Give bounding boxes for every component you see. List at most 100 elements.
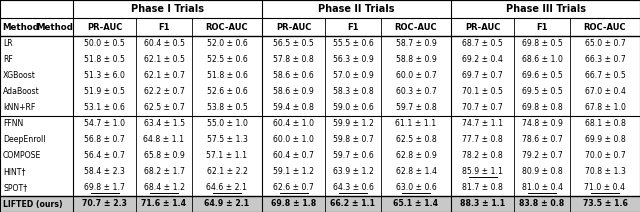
Text: 59.7 ± 0.6: 59.7 ± 0.6 (333, 152, 373, 160)
Text: 63.0 ± 0.6: 63.0 ± 0.6 (396, 184, 436, 192)
Text: 60.4 ± 0.5: 60.4 ± 0.5 (143, 39, 184, 49)
Text: 68.1 ± 0.8: 68.1 ± 0.8 (584, 120, 625, 128)
Text: 57.5 ± 1.3: 57.5 ± 1.3 (207, 135, 248, 145)
Text: 73.5 ± 1.6: 73.5 ± 1.6 (582, 199, 627, 208)
Text: 56.8 ± 0.7: 56.8 ± 0.7 (84, 135, 125, 145)
Text: 62.1 ± 2.2: 62.1 ± 2.2 (207, 167, 248, 177)
Text: 57.8 ± 0.8: 57.8 ± 0.8 (273, 56, 314, 64)
Text: LIFTED (ours): LIFTED (ours) (3, 199, 63, 208)
Text: 64.9 ± 2.1: 64.9 ± 2.1 (204, 199, 250, 208)
Text: 63.9 ± 1.2: 63.9 ± 1.2 (333, 167, 373, 177)
Text: COMPOSE: COMPOSE (3, 152, 42, 160)
Text: 69.8 ± 1.8: 69.8 ± 1.8 (271, 199, 316, 208)
Text: 70.1 ± 0.5: 70.1 ± 0.5 (462, 88, 503, 96)
Text: PR-AUC: PR-AUC (87, 22, 122, 32)
Bar (1, 197, 639, 212)
Text: Phase II Trials: Phase II Trials (318, 4, 395, 14)
Text: F1: F1 (158, 22, 170, 32)
Text: 80.9 ± 0.8: 80.9 ± 0.8 (522, 167, 563, 177)
Text: 56.4 ± 0.7: 56.4 ± 0.7 (84, 152, 125, 160)
Text: 69.5 ± 0.5: 69.5 ± 0.5 (522, 88, 563, 96)
Text: 58.3 ± 0.8: 58.3 ± 0.8 (333, 88, 373, 96)
Text: 59.9 ± 1.2: 59.9 ± 1.2 (333, 120, 373, 128)
Text: 81.0 ± 0.4: 81.0 ± 0.4 (522, 184, 563, 192)
Text: 62.8 ± 1.4: 62.8 ± 1.4 (396, 167, 436, 177)
Text: 69.7 ± 0.7: 69.7 ± 0.7 (462, 71, 503, 81)
Text: 69.8 ± 0.5: 69.8 ± 0.5 (522, 39, 563, 49)
Text: 79.2 ± 0.7: 79.2 ± 0.7 (522, 152, 563, 160)
Text: Method: Method (2, 22, 39, 32)
Text: kNN+RF: kNN+RF (3, 103, 35, 113)
Text: 66.3 ± 0.7: 66.3 ± 0.7 (584, 56, 625, 64)
Text: 70.7 ± 2.3: 70.7 ± 2.3 (82, 199, 127, 208)
Text: 54.7 ± 1.0: 54.7 ± 1.0 (84, 120, 125, 128)
Text: Method: Method (36, 22, 74, 32)
Text: 51.9 ± 0.5: 51.9 ± 0.5 (84, 88, 125, 96)
Text: SPOT†: SPOT† (3, 184, 28, 192)
Text: LR: LR (3, 39, 13, 49)
Text: 70.8 ± 1.3: 70.8 ± 1.3 (584, 167, 625, 177)
Text: 71.0 ± 0.4: 71.0 ± 0.4 (584, 184, 625, 192)
Text: 58.4 ± 2.3: 58.4 ± 2.3 (84, 167, 125, 177)
Text: 59.1 ± 1.2: 59.1 ± 1.2 (273, 167, 314, 177)
Text: HINT†: HINT† (3, 167, 26, 177)
Text: 59.0 ± 0.6: 59.0 ± 0.6 (333, 103, 373, 113)
Text: 62.6 ± 0.7: 62.6 ± 0.7 (273, 184, 314, 192)
Text: 85.9 ± 1.1: 85.9 ± 1.1 (462, 167, 503, 177)
Text: 59.8 ± 0.7: 59.8 ± 0.7 (333, 135, 373, 145)
Text: ROC-AUC: ROC-AUC (395, 22, 437, 32)
Text: 65.0 ± 0.7: 65.0 ± 0.7 (584, 39, 625, 49)
Text: PR-AUC: PR-AUC (465, 22, 500, 32)
Text: 67.8 ± 1.0: 67.8 ± 1.0 (584, 103, 625, 113)
Text: 59.4 ± 0.8: 59.4 ± 0.8 (273, 103, 314, 113)
Text: PR-AUC: PR-AUC (276, 22, 311, 32)
Text: 68.2 ± 1.7: 68.2 ± 1.7 (143, 167, 184, 177)
Text: 55.5 ± 0.6: 55.5 ± 0.6 (333, 39, 373, 49)
Text: 57.1 ± 1.1: 57.1 ± 1.1 (207, 152, 248, 160)
Text: 51.8 ± 0.5: 51.8 ± 0.5 (84, 56, 125, 64)
Text: 62.1 ± 0.5: 62.1 ± 0.5 (143, 56, 184, 64)
Text: 60.0 ± 1.0: 60.0 ± 1.0 (273, 135, 314, 145)
Text: 63.4 ± 1.5: 63.4 ± 1.5 (143, 120, 184, 128)
Text: 57.0 ± 0.9: 57.0 ± 0.9 (333, 71, 373, 81)
Text: 77.7 ± 0.8: 77.7 ± 0.8 (462, 135, 503, 145)
Text: 68.7 ± 0.5: 68.7 ± 0.5 (462, 39, 503, 49)
Text: 58.8 ± 0.9: 58.8 ± 0.9 (396, 56, 436, 64)
Text: 60.3 ± 0.7: 60.3 ± 0.7 (396, 88, 436, 96)
Text: 52.5 ± 0.6: 52.5 ± 0.6 (207, 56, 248, 64)
Text: 74.7 ± 1.1: 74.7 ± 1.1 (462, 120, 503, 128)
Text: 61.1 ± 1.1: 61.1 ± 1.1 (396, 120, 436, 128)
Text: 67.0 ± 0.4: 67.0 ± 0.4 (584, 88, 625, 96)
Text: 71.6 ± 1.4: 71.6 ± 1.4 (141, 199, 187, 208)
Text: 64.6 ± 2.1: 64.6 ± 2.1 (207, 184, 248, 192)
Text: 69.2 ± 0.4: 69.2 ± 0.4 (462, 56, 503, 64)
Text: 51.3 ± 6.0: 51.3 ± 6.0 (84, 71, 125, 81)
Text: 58.6 ± 0.9: 58.6 ± 0.9 (273, 88, 314, 96)
Text: 53.8 ± 0.5: 53.8 ± 0.5 (207, 103, 248, 113)
Text: 78.6 ± 0.7: 78.6 ± 0.7 (522, 135, 563, 145)
Text: 56.3 ± 0.9: 56.3 ± 0.9 (333, 56, 373, 64)
Text: 62.1 ± 0.7: 62.1 ± 0.7 (143, 71, 184, 81)
Text: Phase I Trials: Phase I Trials (131, 4, 204, 14)
Text: 58.6 ± 0.6: 58.6 ± 0.6 (273, 71, 314, 81)
Text: 65.1 ± 1.4: 65.1 ± 1.4 (394, 199, 438, 208)
Text: ROC-AUC: ROC-AUC (205, 22, 248, 32)
Text: 51.8 ± 0.6: 51.8 ± 0.6 (207, 71, 248, 81)
Text: F1: F1 (536, 22, 548, 32)
Text: 62.2 ± 0.7: 62.2 ± 0.7 (143, 88, 184, 96)
Text: 70.7 ± 0.7: 70.7 ± 0.7 (462, 103, 503, 113)
Text: XGBoost: XGBoost (3, 71, 36, 81)
Text: 66.2 ± 1.1: 66.2 ± 1.1 (330, 199, 376, 208)
Text: 78.2 ± 0.8: 78.2 ± 0.8 (462, 152, 503, 160)
Text: 62.5 ± 0.7: 62.5 ± 0.7 (143, 103, 184, 113)
Text: 70.0 ± 0.7: 70.0 ± 0.7 (584, 152, 625, 160)
Text: 69.8 ± 1.7: 69.8 ± 1.7 (84, 184, 125, 192)
Text: 68.4 ± 1.2: 68.4 ± 1.2 (143, 184, 184, 192)
Text: 60.0 ± 0.7: 60.0 ± 0.7 (396, 71, 436, 81)
Text: 58.7 ± 0.9: 58.7 ± 0.9 (396, 39, 436, 49)
Text: 50.0 ± 0.5: 50.0 ± 0.5 (84, 39, 125, 49)
Text: 69.6 ± 0.5: 69.6 ± 0.5 (522, 71, 563, 81)
Text: 60.4 ± 0.7: 60.4 ± 0.7 (273, 152, 314, 160)
Text: 59.7 ± 0.8: 59.7 ± 0.8 (396, 103, 436, 113)
Text: 62.8 ± 0.9: 62.8 ± 0.9 (396, 152, 436, 160)
